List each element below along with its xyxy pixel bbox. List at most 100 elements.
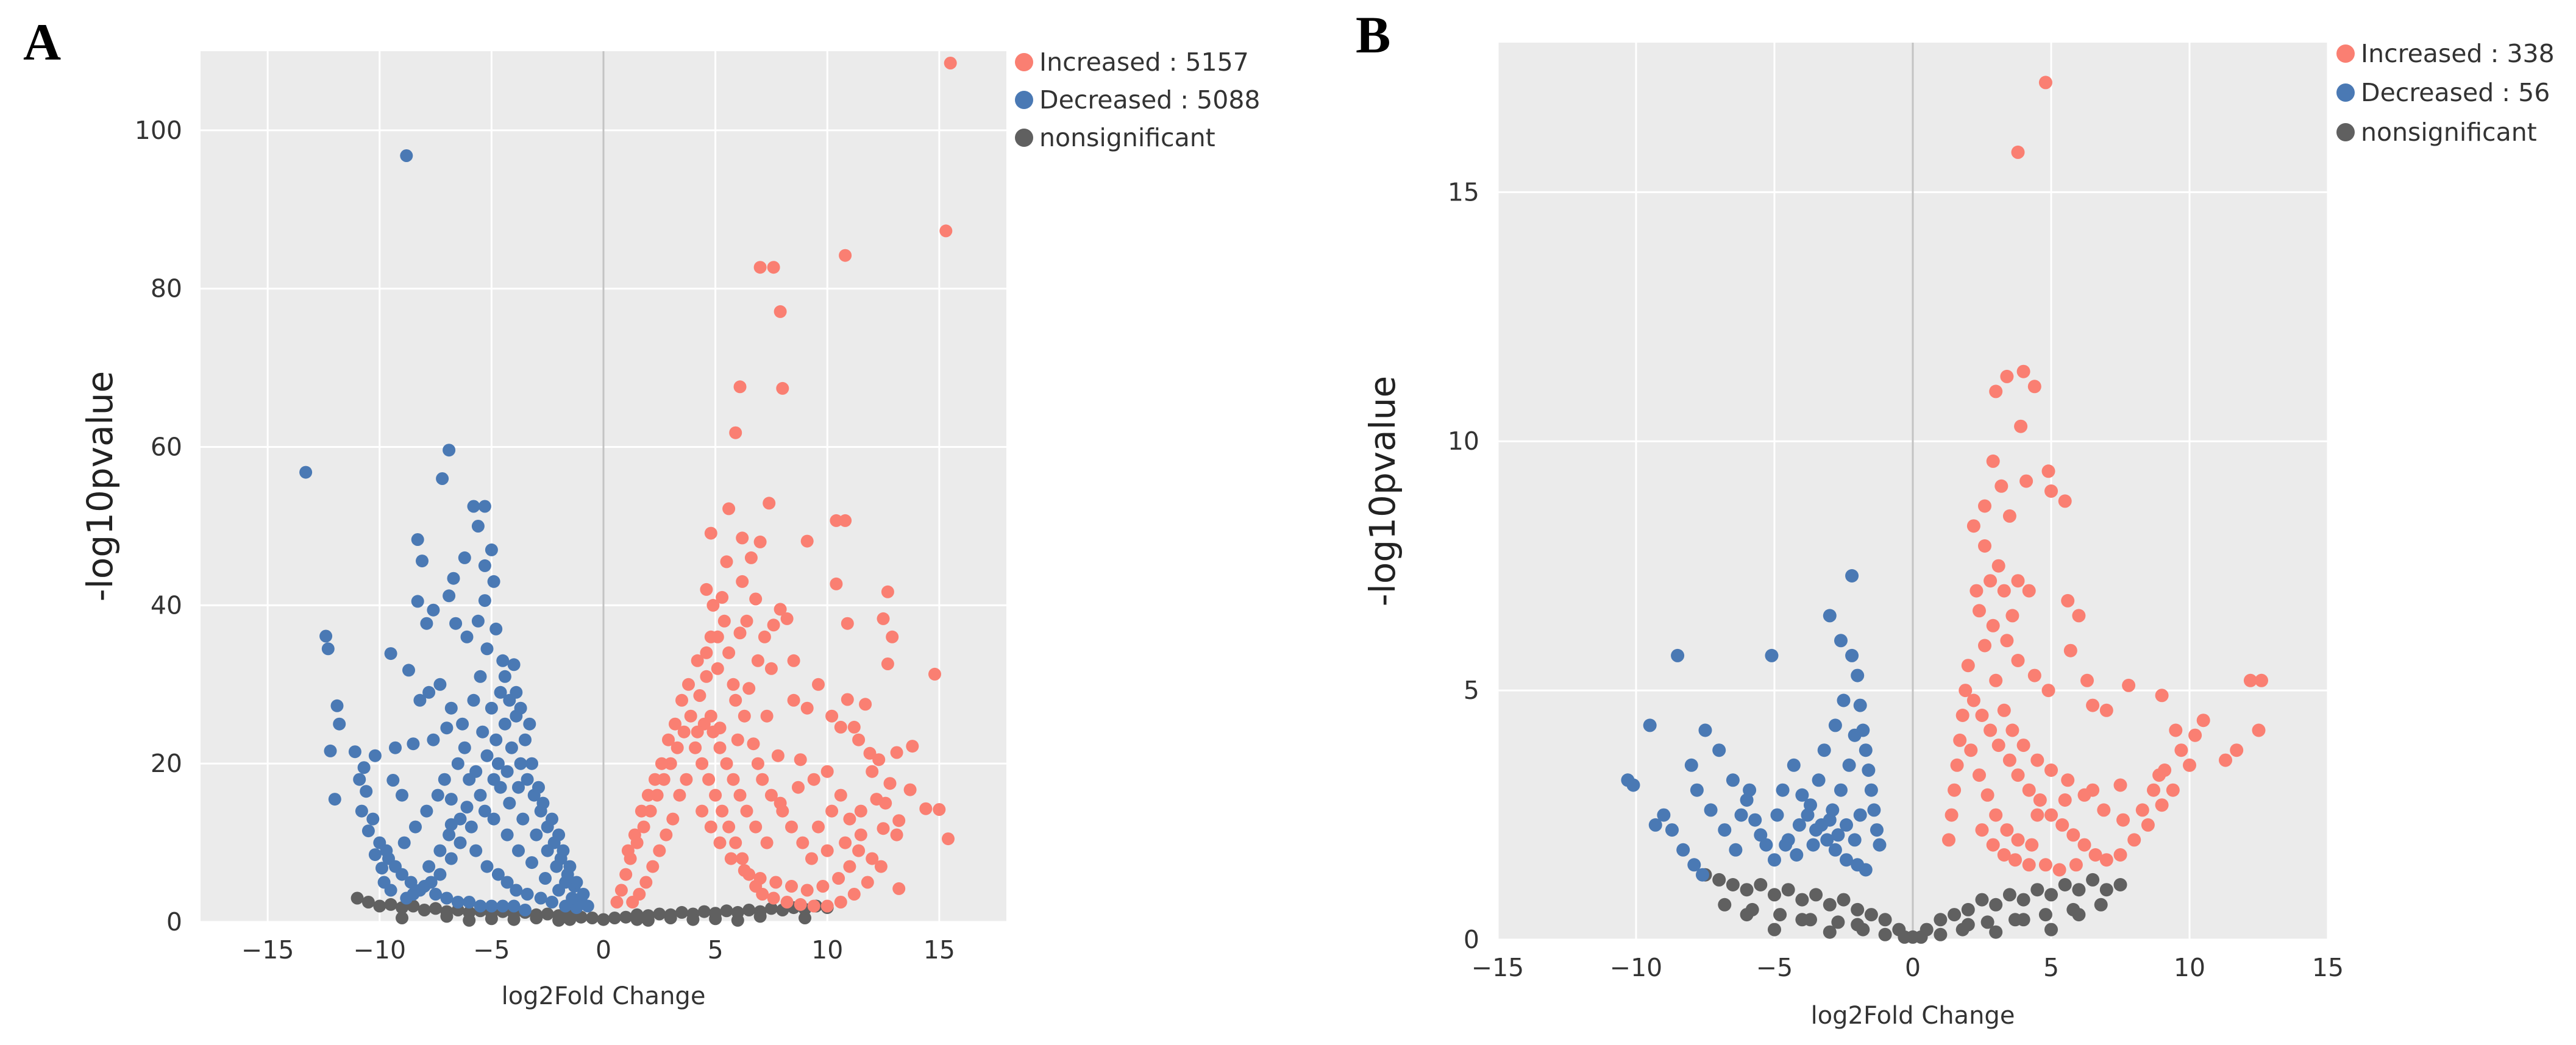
point-increased <box>716 804 729 818</box>
point-decreased <box>366 812 380 826</box>
point-increased <box>700 583 713 596</box>
point-increased <box>2077 838 2091 852</box>
point-decreased <box>519 733 532 746</box>
point-decreased <box>1754 828 1768 842</box>
point-increased <box>758 630 771 643</box>
point-decreased <box>498 717 511 731</box>
point-increased <box>1986 454 2000 468</box>
point-increased <box>859 698 872 711</box>
point-increased <box>1980 788 1994 802</box>
point-increased <box>756 773 769 786</box>
point-increased <box>753 872 767 885</box>
point-nonsignificant <box>1823 898 1837 912</box>
point-increased <box>2008 853 2022 867</box>
point-nonsignificant <box>1768 888 1781 902</box>
point-decreased <box>396 788 408 802</box>
point-increased <box>2005 609 2019 623</box>
point-decreased <box>431 788 444 802</box>
point-decreased <box>478 500 491 513</box>
y-tick-label: 5 <box>1464 676 1479 705</box>
point-decreased <box>559 876 572 889</box>
point-increased <box>1997 584 2011 598</box>
point-increased <box>2086 698 2100 712</box>
y-tick-labels: 0 20 40 60 80 100 <box>135 116 182 937</box>
point-increased <box>2038 858 2052 872</box>
point-decreased <box>440 721 454 735</box>
point-increased <box>736 575 749 588</box>
point-increased <box>794 898 807 911</box>
point-decreased <box>396 868 408 881</box>
point-nonsignificant <box>1989 898 2003 912</box>
point-nonsignificant <box>1980 915 1994 929</box>
point-nonsignificant <box>1989 925 2003 939</box>
point-decreased <box>438 773 451 786</box>
point-increased <box>2014 419 2028 433</box>
x-tick-labels: −15 −10 −5 0 5 10 15 <box>241 935 955 965</box>
point-increased <box>852 733 866 746</box>
point-nonsignificant <box>1975 893 1989 907</box>
point-increased <box>1997 848 2011 862</box>
point-decreased <box>1831 828 1845 842</box>
point-increased <box>2219 753 2232 767</box>
point-nonsignificant <box>396 901 408 915</box>
point-decreased <box>1779 838 1793 852</box>
point-decreased <box>422 860 436 873</box>
point-increased <box>2099 703 2113 717</box>
point-increased <box>742 682 756 695</box>
point-decreased <box>321 642 335 656</box>
point-increased <box>1966 519 1980 533</box>
point-decreased <box>1870 823 1884 837</box>
point-decreased <box>521 888 534 901</box>
point-increased <box>704 526 717 540</box>
point-increased <box>760 709 774 723</box>
point-decreased <box>505 741 518 754</box>
point-decreased <box>1859 863 1873 877</box>
point-increased <box>753 535 767 548</box>
point-decreased <box>324 744 337 757</box>
point-decreased <box>1842 758 1856 772</box>
point-nonsignificant <box>1773 908 1787 922</box>
point-decreased <box>463 773 476 786</box>
point-increased <box>696 757 709 770</box>
point-decreased <box>416 554 429 568</box>
point-increased <box>1955 709 1969 722</box>
point-increased <box>807 899 820 913</box>
point-nonsignificant <box>1831 915 1845 929</box>
point-nonsignificant <box>697 905 711 918</box>
point-increased <box>1994 479 2008 493</box>
point-increased <box>820 844 834 857</box>
point-nonsignificant <box>597 913 610 926</box>
point-increased <box>1984 723 1998 737</box>
point-increased <box>2063 643 2077 657</box>
legend-label-decreased: Decreased : 5088 <box>1039 85 1261 115</box>
point-decreased <box>299 466 313 479</box>
point-increased <box>1953 733 1967 747</box>
point-increased <box>2196 714 2210 728</box>
point-increased <box>706 598 720 612</box>
point-increased <box>881 657 894 670</box>
legend-label-increased: Increased : 338 <box>2361 39 2555 68</box>
point-nonsignificant <box>1781 883 1795 897</box>
point-decreased <box>491 757 505 770</box>
point-decreased <box>361 824 375 838</box>
point-increased <box>2058 793 2072 807</box>
point-increased <box>866 852 879 865</box>
point-nonsignificant <box>418 904 431 916</box>
point-nonsignificant <box>361 896 375 909</box>
point-decreased <box>424 876 438 889</box>
point-decreased <box>530 828 543 841</box>
point-decreased <box>489 622 503 636</box>
point-nonsignificant <box>1754 878 1768 891</box>
point-increased <box>727 678 740 691</box>
point-increased <box>2044 763 2058 777</box>
series-nonsignificant <box>1698 868 2127 944</box>
point-increased <box>767 891 780 905</box>
point-increased <box>767 618 780 632</box>
point-nonsignificant <box>2113 878 2127 891</box>
point-decreased <box>498 670 511 683</box>
point-increased <box>1948 783 1962 797</box>
point-decreased <box>521 773 534 786</box>
point-increased <box>2127 833 2141 847</box>
point-nonsignificant <box>1745 902 1759 916</box>
point-increased <box>733 380 747 394</box>
